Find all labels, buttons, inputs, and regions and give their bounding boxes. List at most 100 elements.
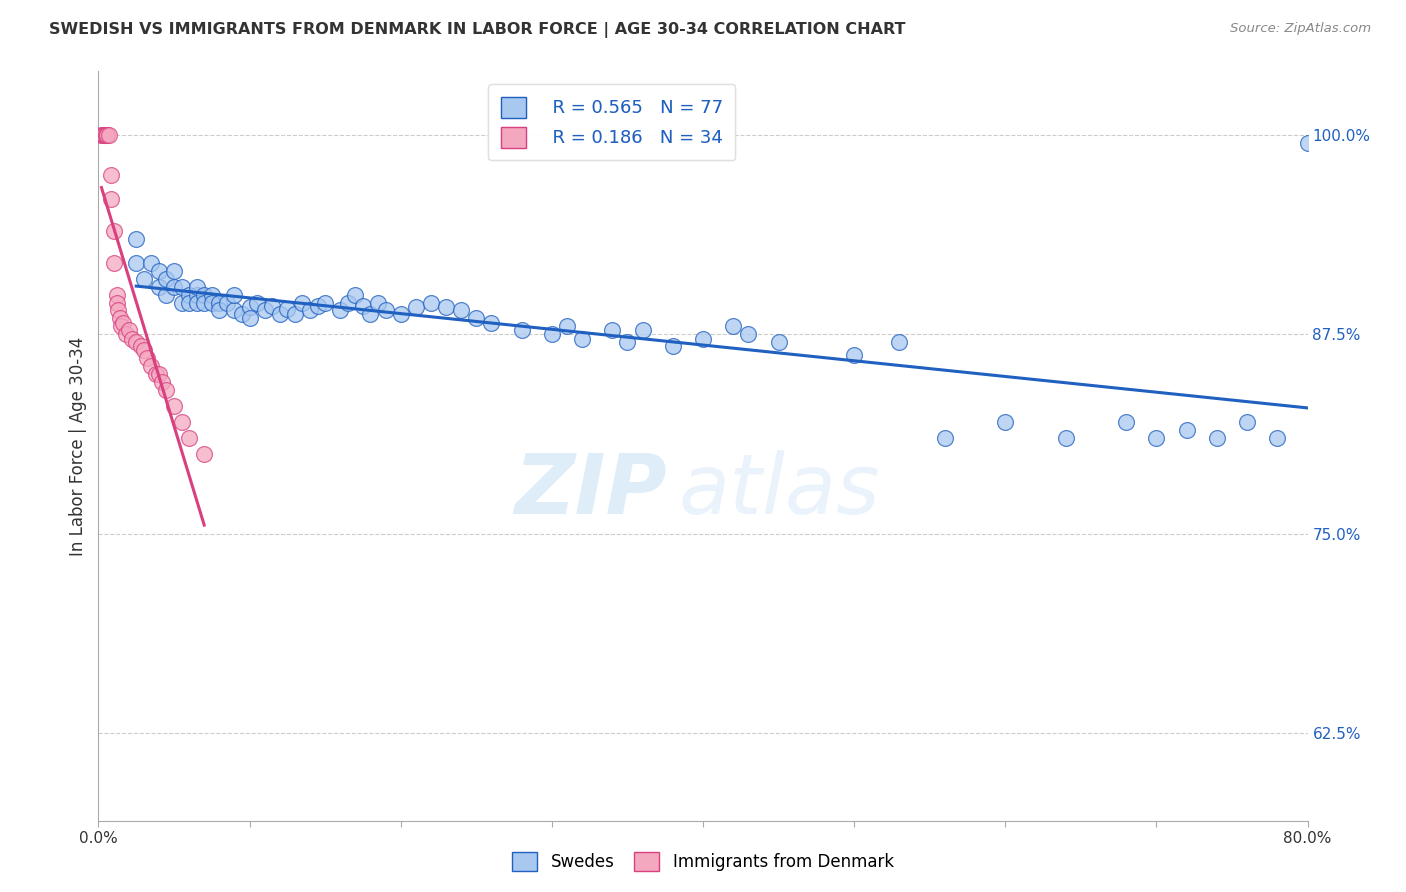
- Point: [314, 295, 336, 310]
- Point: [148, 279, 170, 293]
- Point: [93, 128, 115, 142]
- Point: [1267, 431, 1289, 445]
- Point: [163, 399, 186, 413]
- Point: [125, 232, 148, 246]
- Point: [193, 295, 215, 310]
- Point: [224, 287, 246, 301]
- Text: ZIP: ZIP: [515, 450, 666, 532]
- Point: [291, 295, 314, 310]
- Point: [141, 255, 163, 269]
- Point: [239, 311, 262, 326]
- Point: [1175, 423, 1198, 437]
- Point: [107, 303, 129, 318]
- Point: [186, 295, 208, 310]
- Point: [253, 303, 276, 318]
- Point: [307, 299, 329, 313]
- Point: [170, 295, 193, 310]
- Point: [723, 319, 745, 334]
- Point: [141, 359, 163, 374]
- Point: [768, 335, 790, 350]
- Point: [170, 279, 193, 293]
- Text: atlas: atlas: [679, 450, 880, 532]
- Text: Source: ZipAtlas.com: Source: ZipAtlas.com: [1230, 22, 1371, 36]
- Point: [246, 295, 269, 310]
- Point: [434, 301, 457, 315]
- Point: [163, 263, 186, 277]
- Point: [616, 335, 638, 350]
- Point: [132, 271, 155, 285]
- Point: [179, 287, 201, 301]
- Point: [96, 128, 118, 142]
- Point: [150, 376, 173, 390]
- Point: [108, 311, 131, 326]
- Point: [121, 332, 143, 346]
- Point: [201, 295, 224, 310]
- Point: [186, 287, 208, 301]
- Point: [405, 301, 427, 315]
- Point: [103, 255, 125, 269]
- Point: [155, 383, 177, 397]
- Point: [125, 335, 148, 350]
- Point: [844, 348, 866, 362]
- Point: [360, 307, 382, 321]
- Point: [105, 287, 128, 301]
- Point: [155, 287, 177, 301]
- Point: [231, 307, 253, 321]
- Point: [179, 295, 201, 310]
- Point: [186, 279, 208, 293]
- Point: [540, 327, 562, 342]
- Point: [170, 415, 193, 429]
- Y-axis label: In Labor Force | Age 30-34: In Labor Force | Age 30-34: [69, 336, 87, 556]
- Point: [352, 299, 374, 313]
- Point: [994, 415, 1017, 429]
- Point: [111, 316, 134, 330]
- Point: [481, 316, 503, 330]
- Point: [208, 303, 231, 318]
- Point: [105, 295, 128, 310]
- Point: [135, 351, 157, 366]
- Point: [98, 128, 121, 142]
- Point: [336, 295, 359, 310]
- Legend: Swedes, Immigrants from Denmark: Swedes, Immigrants from Denmark: [503, 843, 903, 880]
- Point: [179, 431, 201, 445]
- Legend:   R = 0.565   N = 77,   R = 0.186   N = 34: R = 0.565 N = 77, R = 0.186 N = 34: [488, 84, 735, 161]
- Point: [103, 224, 125, 238]
- Point: [239, 301, 262, 315]
- Point: [737, 327, 759, 342]
- Point: [145, 368, 167, 382]
- Point: [1236, 415, 1258, 429]
- Point: [155, 271, 177, 285]
- Point: [100, 168, 122, 182]
- Point: [215, 295, 238, 310]
- Point: [1296, 136, 1319, 150]
- Point: [129, 338, 152, 352]
- Point: [692, 332, 714, 346]
- Point: [602, 323, 624, 337]
- Point: [262, 299, 284, 313]
- Point: [224, 303, 246, 318]
- Point: [661, 338, 683, 352]
- Point: [276, 301, 298, 316]
- Point: [465, 311, 488, 326]
- Point: [93, 128, 115, 142]
- Point: [114, 327, 136, 342]
- Point: [571, 332, 593, 346]
- Point: [269, 307, 291, 321]
- Point: [389, 307, 412, 321]
- Point: [1115, 415, 1137, 429]
- Point: [555, 319, 578, 334]
- Point: [367, 295, 389, 310]
- Point: [889, 335, 911, 350]
- Point: [163, 279, 186, 293]
- Point: [374, 303, 396, 318]
- Point: [1054, 431, 1077, 445]
- Point: [934, 431, 956, 445]
- Point: [132, 343, 155, 358]
- Point: [110, 319, 132, 334]
- Text: SWEDISH VS IMMIGRANTS FROM DENMARK IN LABOR FORCE | AGE 30-34 CORRELATION CHART: SWEDISH VS IMMIGRANTS FROM DENMARK IN LA…: [49, 22, 905, 38]
- Point: [193, 447, 215, 461]
- Point: [148, 368, 170, 382]
- Point: [90, 128, 112, 142]
- Point: [208, 295, 231, 310]
- Point: [94, 128, 117, 142]
